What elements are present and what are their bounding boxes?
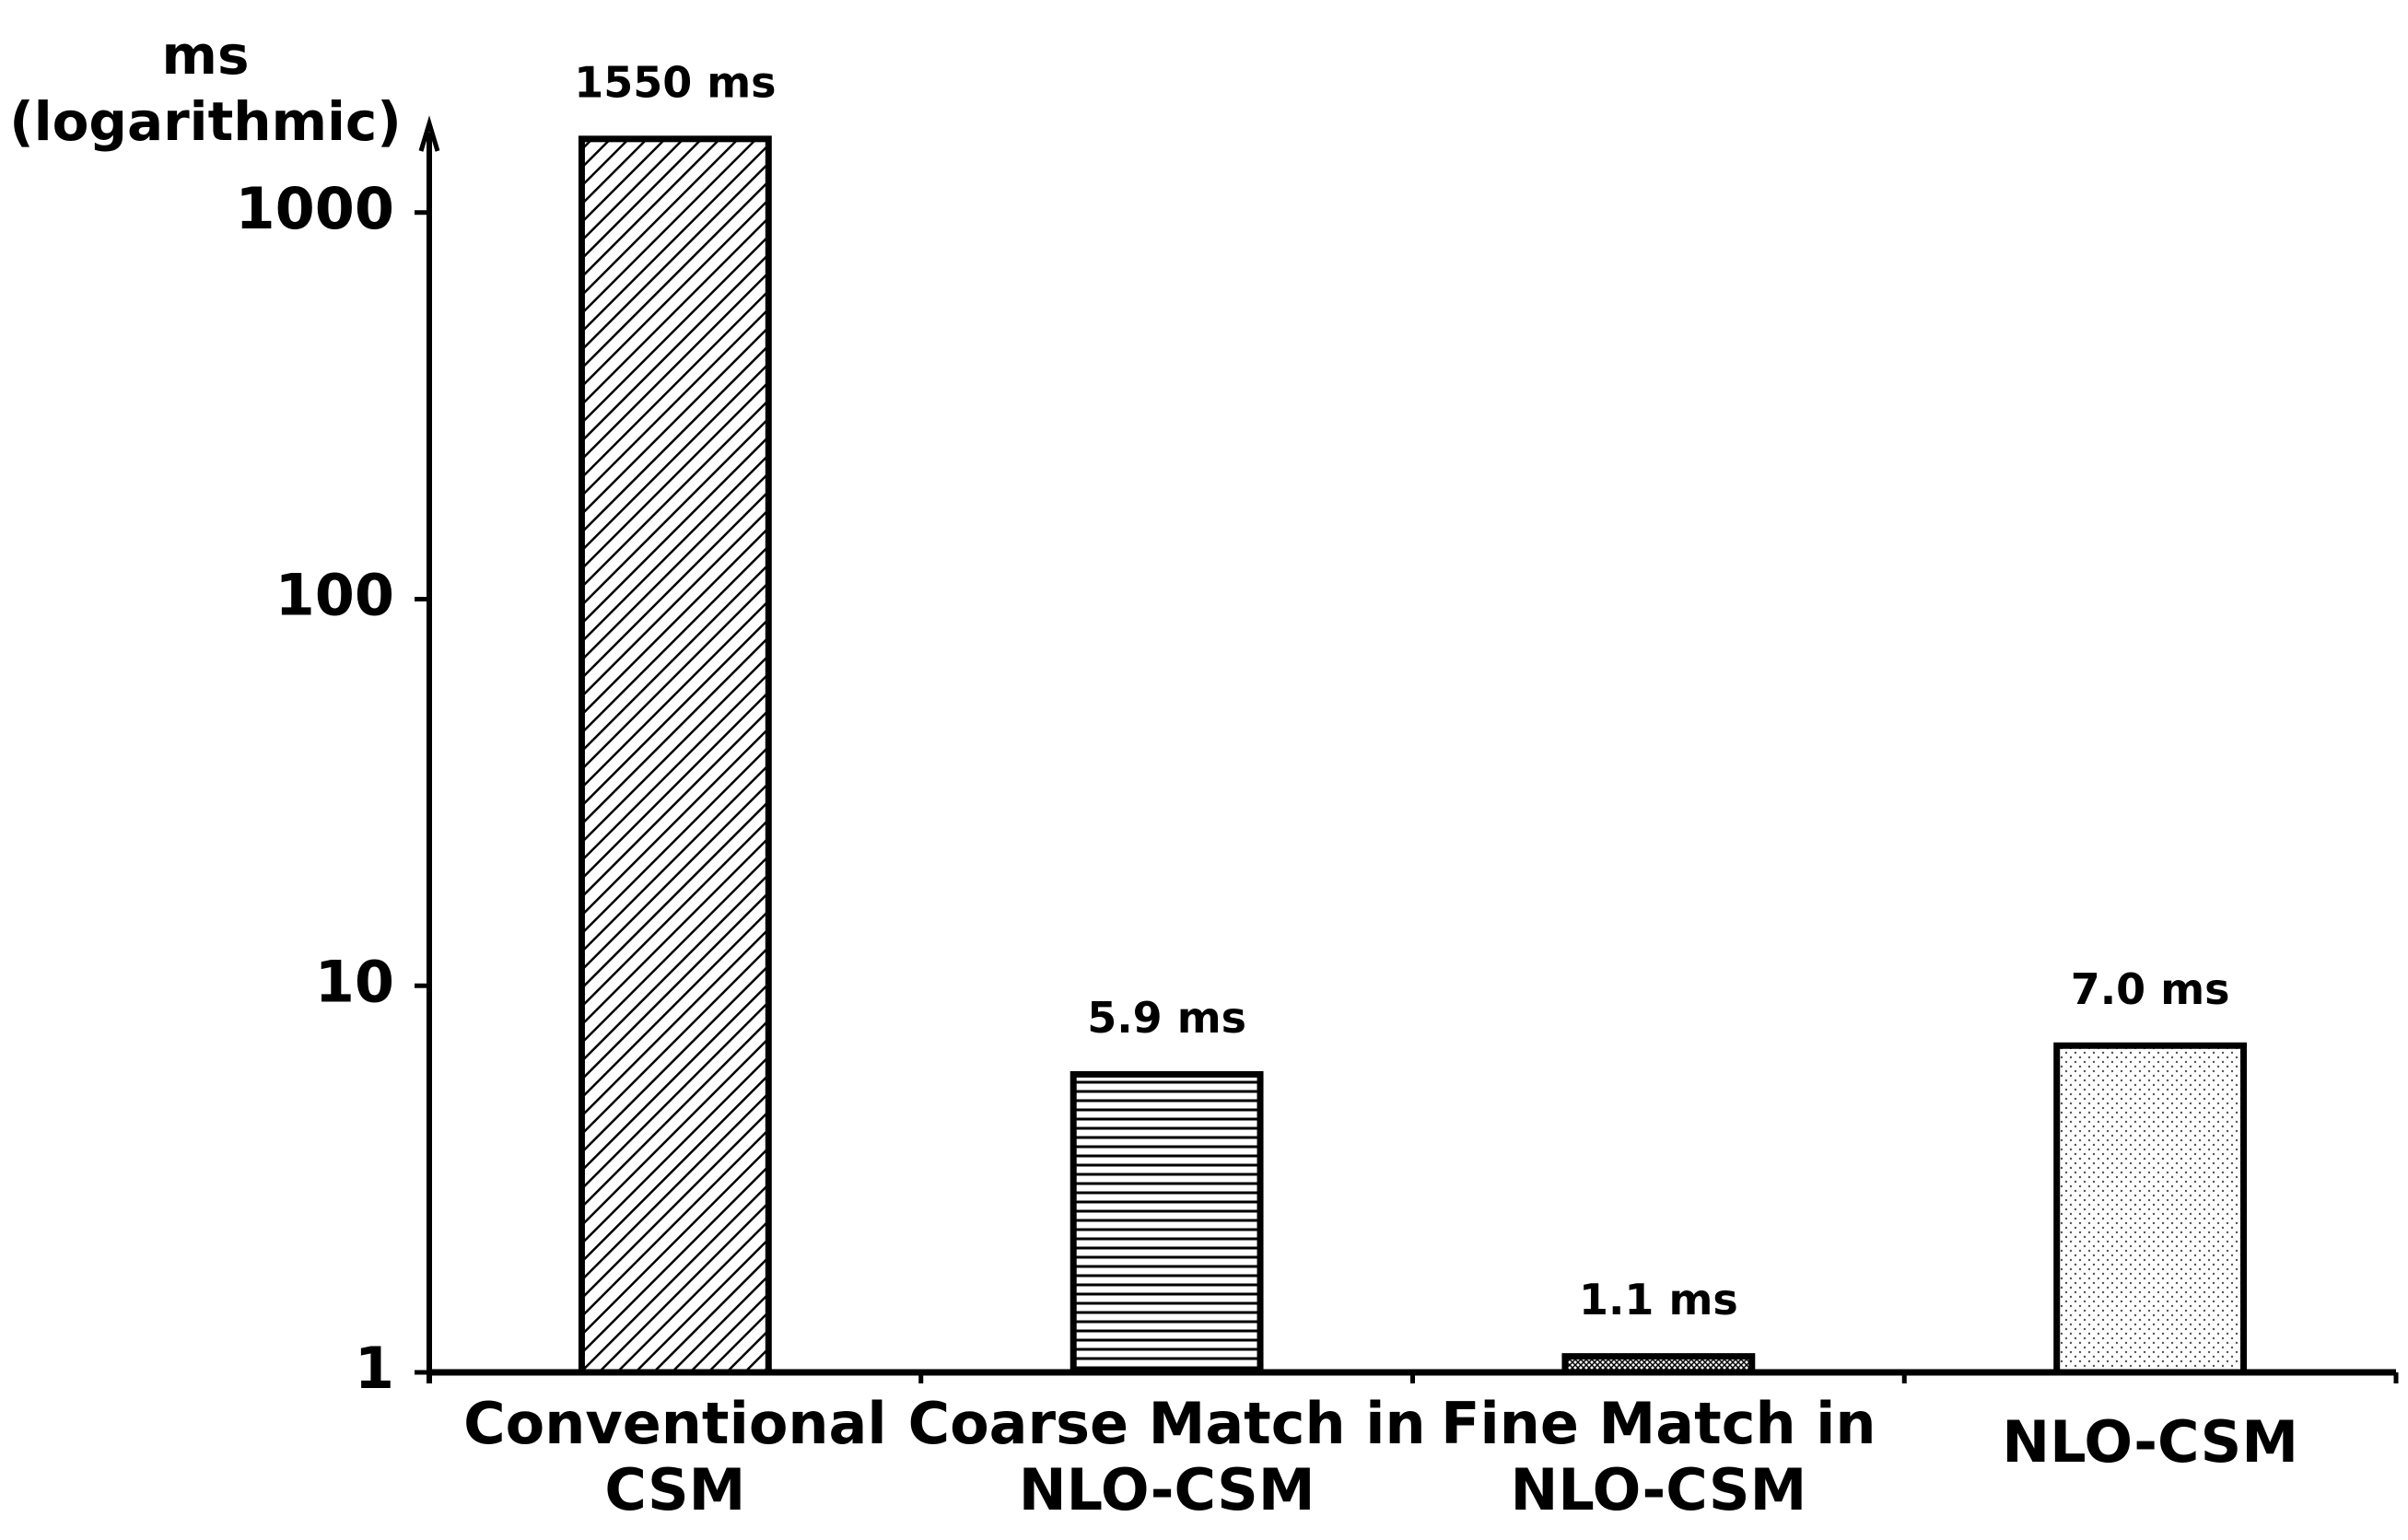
bar — [578, 135, 772, 1376]
y-tick-label: 100 — [275, 562, 394, 629]
x-tick-label: CSM — [604, 1456, 745, 1523]
x-tick-label: Fine Match in — [1441, 1390, 1876, 1457]
value-label: 5.9 ms — [1087, 993, 1246, 1043]
bar — [1070, 1070, 1264, 1376]
x-tick-label: Conventional — [463, 1390, 887, 1457]
y-tick-label: 1000 — [235, 175, 394, 242]
x-tick-label: Coarse Match in — [908, 1390, 1426, 1457]
value-label: 1550 ms — [574, 57, 776, 107]
y-axis-label: ms — [162, 24, 250, 87]
x-tick-label: NLO-CSM — [1510, 1456, 1806, 1523]
bar — [1561, 1353, 1756, 1376]
value-label: 1.1 ms — [1579, 1275, 1738, 1324]
y-tick-label: 10 — [315, 948, 394, 1015]
y-tick-label: 1 — [355, 1335, 394, 1402]
x-tick-label: NLO-CSM — [1019, 1456, 1315, 1523]
y-axis-arrow — [418, 115, 440, 152]
y-axis-label: (logarithmic) — [9, 90, 402, 153]
value-label: 7.0 ms — [2071, 964, 2230, 1014]
bar — [2053, 1042, 2248, 1376]
x-tick-label: NLO-CSM — [2002, 1408, 2298, 1476]
